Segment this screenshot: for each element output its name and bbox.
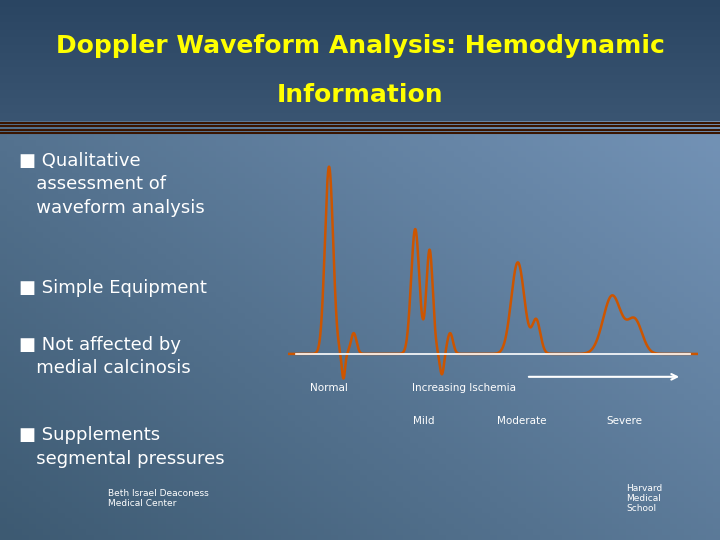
Text: ■ Not affected by
   medial calcinosis: ■ Not affected by medial calcinosis [19, 336, 191, 377]
Text: Doppler Waveform Analysis: Hemodynamic: Doppler Waveform Analysis: Hemodynamic [55, 34, 665, 58]
Text: Normal: Normal [310, 383, 348, 393]
Text: ■ Qualitative
   assessment of
   waveform analysis: ■ Qualitative assessment of waveform ana… [19, 152, 204, 217]
Text: Harvard
Medical
School: Harvard Medical School [626, 483, 662, 514]
Text: Moderate: Moderate [498, 416, 546, 427]
Text: Mild: Mild [413, 416, 434, 427]
Text: ■ Supplements
   segmental pressures: ■ Supplements segmental pressures [19, 426, 225, 468]
Text: Beth Israel Deaconess
Medical Center: Beth Israel Deaconess Medical Center [108, 489, 209, 508]
Text: Severe: Severe [606, 416, 642, 427]
Text: ■ Simple Equipment: ■ Simple Equipment [19, 279, 207, 297]
Text: Increasing Ischemia: Increasing Ischemia [413, 383, 516, 393]
Text: Information: Information [276, 83, 444, 107]
